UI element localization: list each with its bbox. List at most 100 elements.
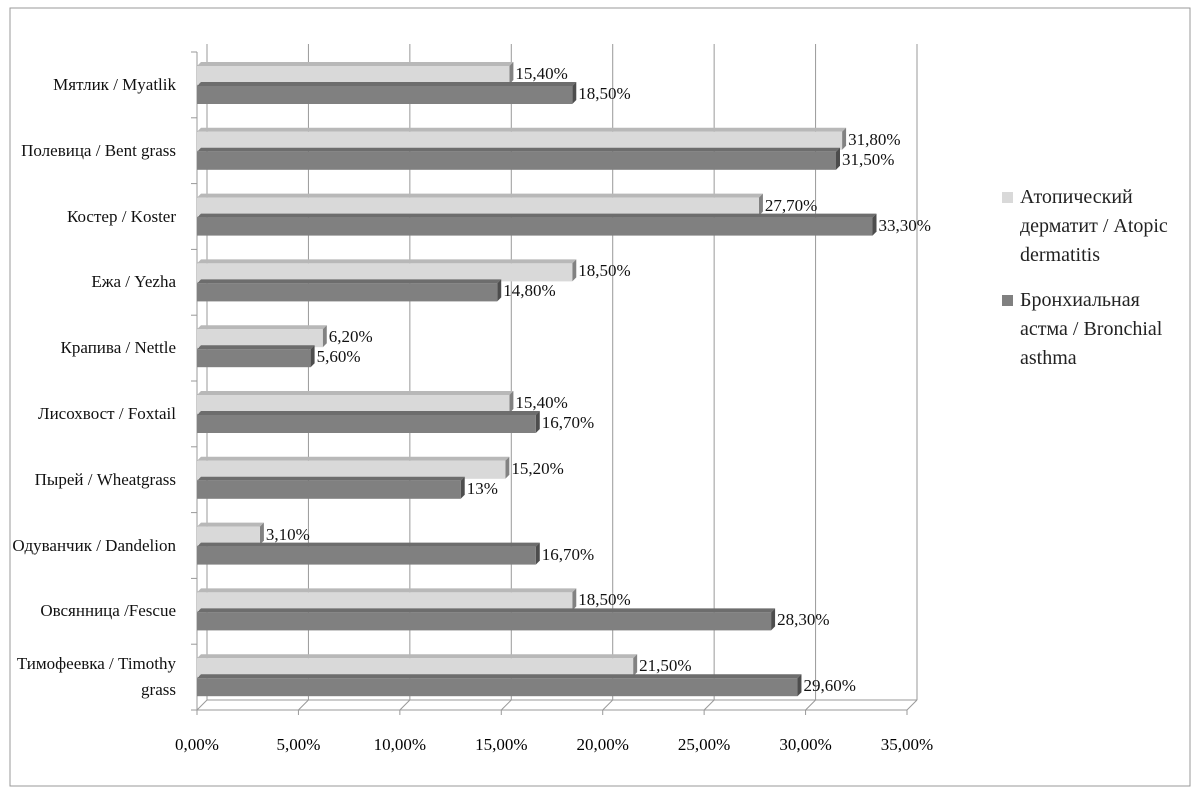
bar-top xyxy=(197,674,802,679)
category-label: Лисохвост / Foxtail xyxy=(38,403,176,423)
bar xyxy=(197,612,772,631)
value-label: 15,40% xyxy=(515,393,568,412)
bar-top xyxy=(197,391,514,395)
value-label: 18,50% xyxy=(578,590,631,610)
value-label: 33,30% xyxy=(878,215,931,235)
floor-line xyxy=(805,699,816,711)
bar-side xyxy=(497,279,502,302)
x-tick-label: 20,00% xyxy=(576,735,629,754)
bar-side xyxy=(505,456,510,479)
bar xyxy=(197,283,498,302)
legend-swatch xyxy=(1002,192,1013,203)
value-label: 16,70% xyxy=(541,413,595,432)
legend: Атопический дерматит / Atopic dermatitis… xyxy=(1002,183,1180,389)
bar-side xyxy=(572,259,577,282)
bar-side xyxy=(259,522,264,545)
floor-line xyxy=(602,699,614,711)
value-label: 14,80% xyxy=(503,281,556,301)
bar-top xyxy=(197,456,510,461)
bar-side xyxy=(836,147,840,170)
bar-side xyxy=(322,325,327,348)
bar-top xyxy=(197,654,638,659)
bar-side xyxy=(509,391,514,413)
value-label: 15,20% xyxy=(511,458,564,478)
bar-side xyxy=(771,608,776,631)
value-label: 15,40% xyxy=(515,64,568,83)
value-label: 3,10% xyxy=(265,524,310,544)
value-label: 13% xyxy=(466,478,498,498)
floor-line xyxy=(500,699,512,711)
legend-item: Атопический дерматит / Atopic dermatitis xyxy=(1002,183,1180,270)
bar-side xyxy=(572,588,577,611)
bar xyxy=(197,658,634,677)
value-label: 31,50% xyxy=(842,149,895,169)
category-label: Мятлик / Myatlik xyxy=(53,74,176,94)
bar-side xyxy=(572,82,577,104)
bar-top xyxy=(197,588,577,593)
bar xyxy=(197,678,798,697)
bar-top xyxy=(197,127,847,132)
floor-line xyxy=(399,699,411,711)
bar xyxy=(197,460,506,479)
category-label: Овсянница /Fescue xyxy=(40,601,176,621)
bar-top xyxy=(197,259,577,264)
bar xyxy=(197,395,510,413)
bar-side xyxy=(633,654,638,677)
bar-side xyxy=(460,476,465,499)
category-label: Тимофеевка / Timothy grass xyxy=(16,654,176,700)
category-label: Костер / Koster xyxy=(67,206,176,226)
bar-top xyxy=(197,345,315,350)
bar-top xyxy=(197,279,502,284)
bar xyxy=(197,546,536,565)
x-tick-label: 0,00% xyxy=(175,735,219,754)
bar-side xyxy=(509,62,514,84)
category-label: Полевица / Bent grass xyxy=(21,140,176,160)
bar xyxy=(197,197,759,216)
bar-side xyxy=(535,411,540,433)
bar-side xyxy=(797,674,802,697)
bar-side xyxy=(842,127,847,150)
x-tick-label: 35,00% xyxy=(880,735,934,754)
value-label: 18,50% xyxy=(578,261,631,281)
value-label: 31,80% xyxy=(848,129,901,149)
value-label: 29,60% xyxy=(803,676,856,696)
value-label: 16,70% xyxy=(541,544,595,564)
floor-line xyxy=(703,699,715,711)
x-tick-label: 25,00% xyxy=(677,735,731,754)
bar-side xyxy=(872,213,877,236)
legend-swatch xyxy=(1002,295,1013,306)
value-label: 27,70% xyxy=(764,195,818,215)
category-label: Пырей / Wheatgrass xyxy=(34,469,176,489)
bar xyxy=(197,415,536,433)
bar-side xyxy=(310,345,315,368)
chart-border xyxy=(9,7,1191,787)
category-label: Ежа / Yezha xyxy=(91,272,176,292)
bar-side xyxy=(535,542,540,565)
bar xyxy=(197,480,461,499)
legend-label: Атопический дерматит / Atopic dermatitis xyxy=(1020,186,1168,266)
value-label: 18,50% xyxy=(578,84,631,103)
bar-top xyxy=(197,82,577,86)
bar xyxy=(197,329,323,348)
bar-top xyxy=(197,147,840,152)
value-label: 5,60% xyxy=(316,347,361,367)
bar-top xyxy=(197,62,514,66)
bar xyxy=(197,131,843,150)
x-tick-label: 10,00% xyxy=(373,735,427,754)
floor-line xyxy=(298,699,309,711)
bar xyxy=(197,349,311,368)
bar-top xyxy=(197,325,327,330)
value-label: 21,50% xyxy=(639,656,692,676)
bar-top xyxy=(197,522,264,527)
bar xyxy=(197,526,260,545)
x-tick-label: 30,00% xyxy=(779,735,832,754)
bar-side xyxy=(758,193,763,216)
legend-label: Бронхиальная астма / Bronchial asthma xyxy=(1020,289,1163,369)
category-label: Крапива / Nettle xyxy=(60,338,176,358)
value-label: 6,20% xyxy=(328,327,373,347)
bar-top xyxy=(197,213,877,218)
floor-line xyxy=(196,699,208,711)
category-label: Одуванчик / Dandelion xyxy=(12,535,176,555)
bar xyxy=(197,592,573,611)
